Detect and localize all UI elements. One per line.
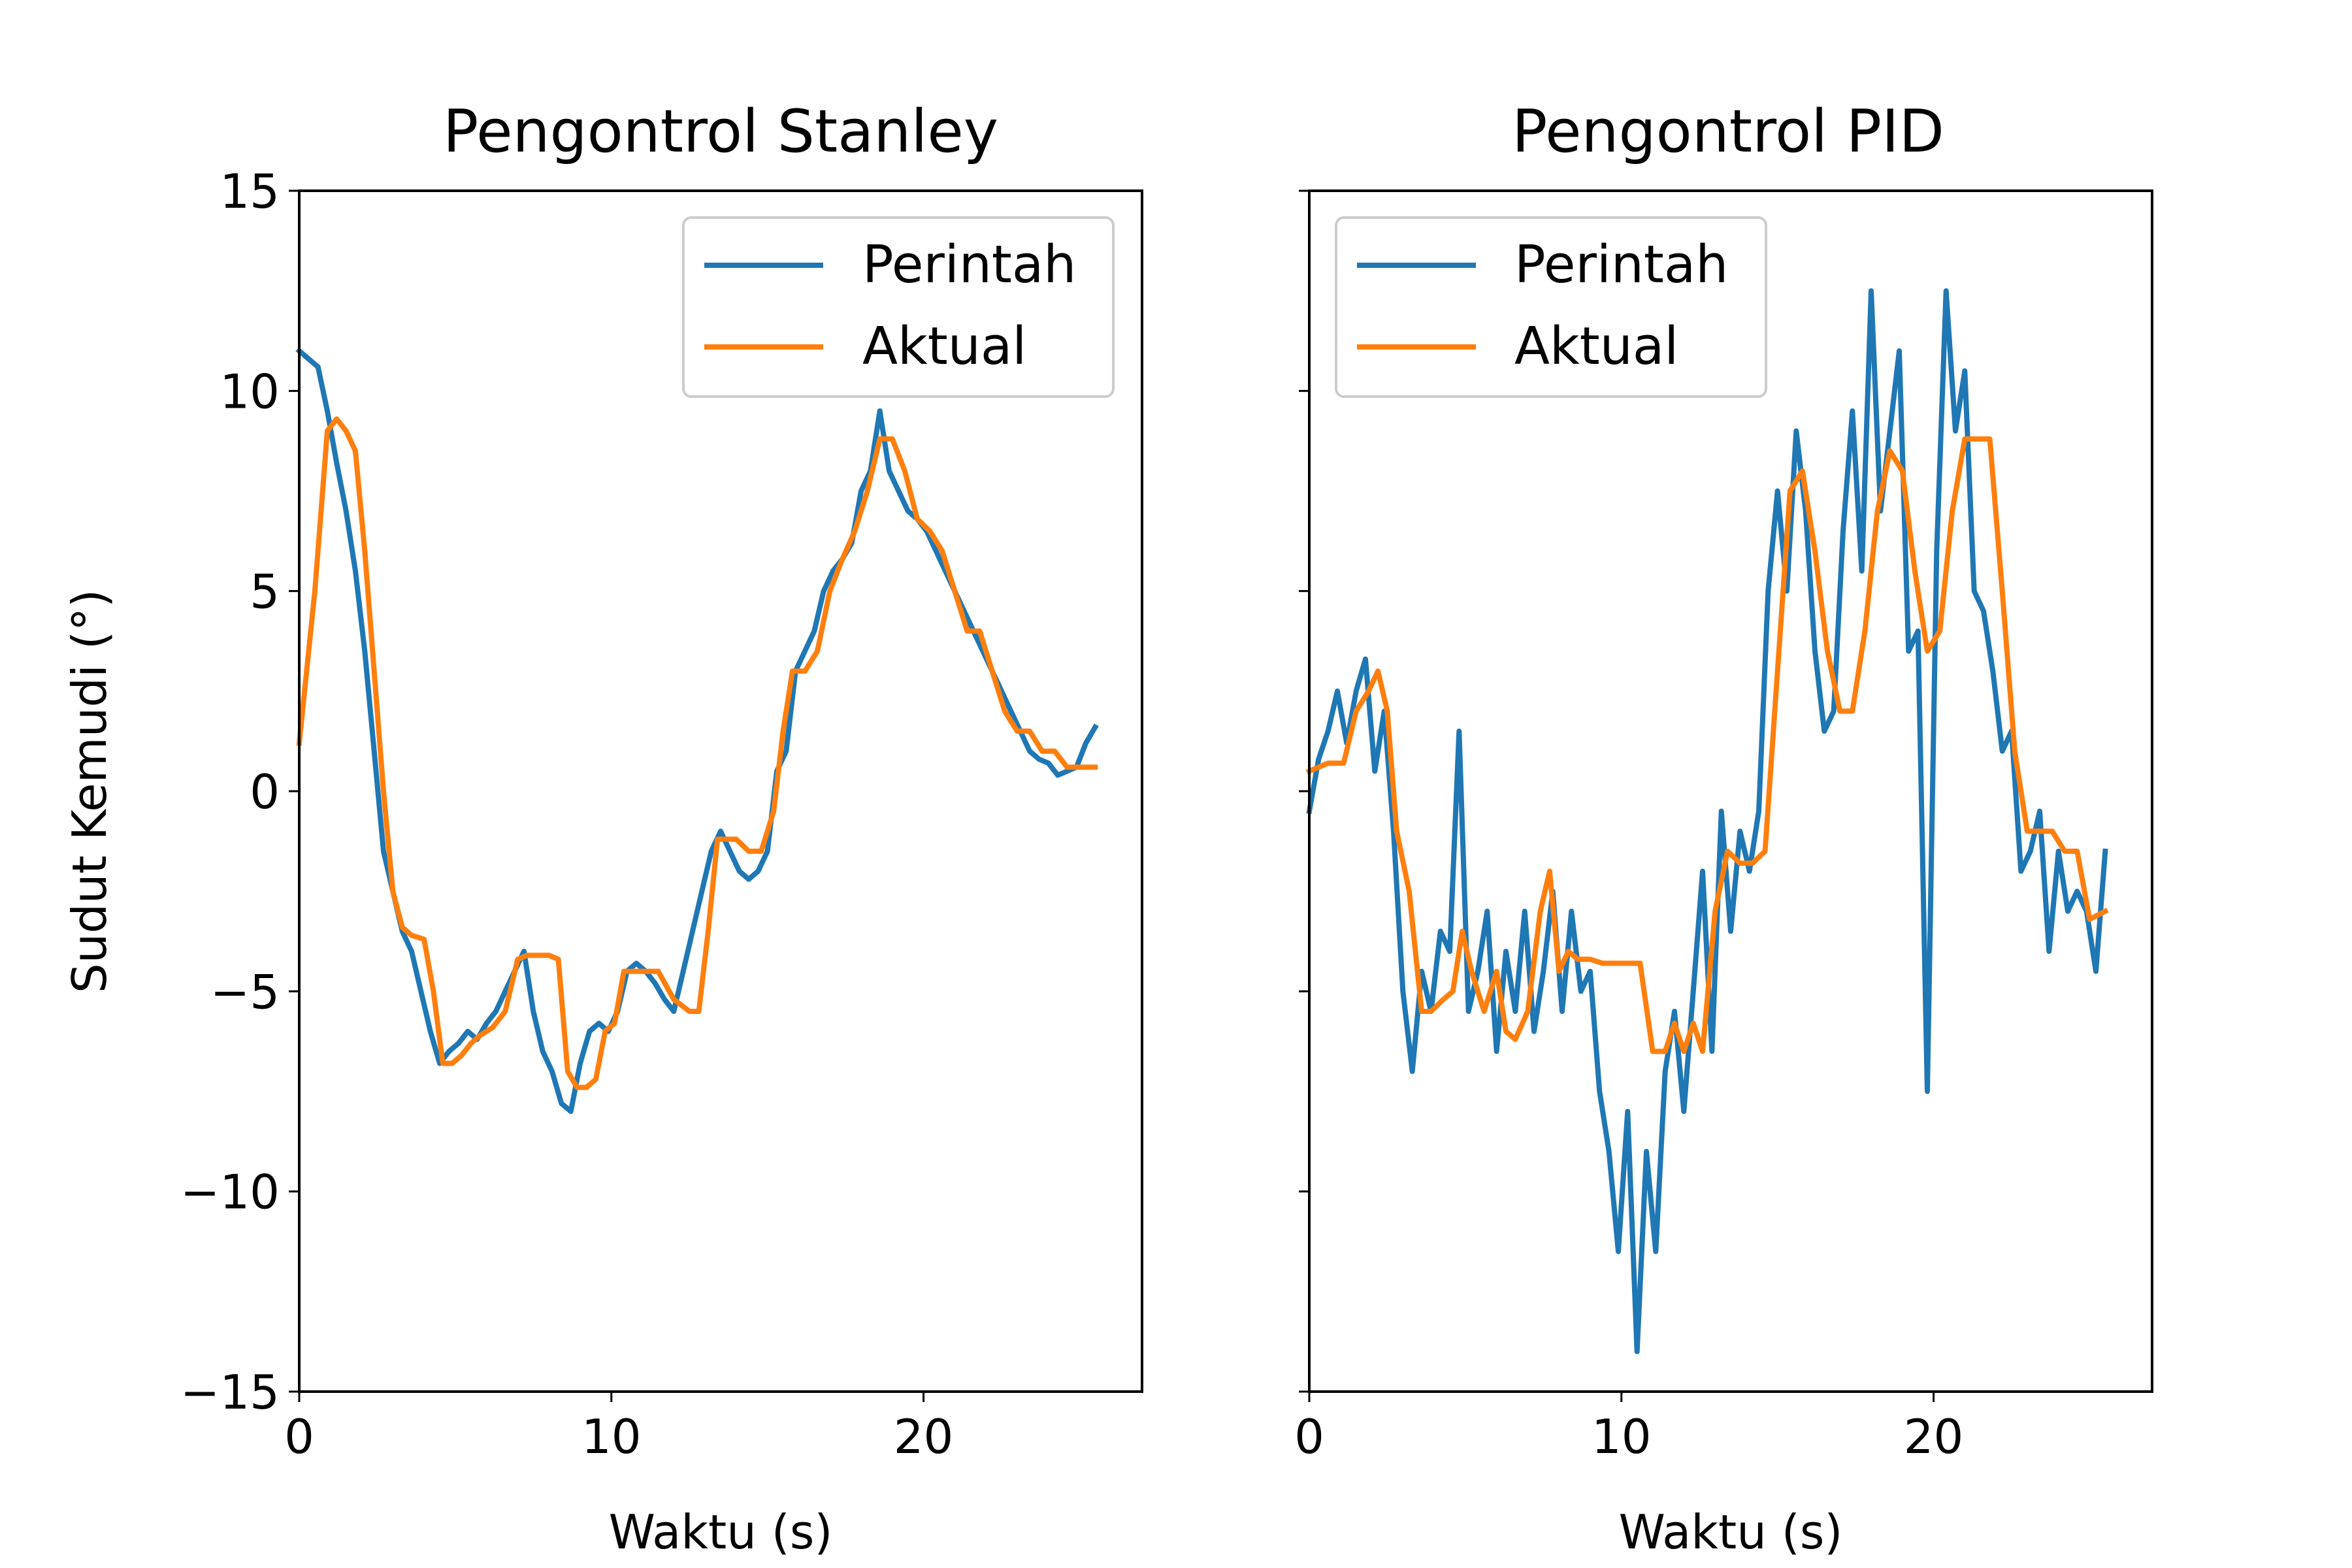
legend-box	[682, 216, 1115, 398]
x-tick-label: 20	[894, 1409, 954, 1464]
y-tick-label: −10	[180, 1165, 280, 1220]
x-tick-label: 0	[1294, 1409, 1324, 1464]
legend-box	[1335, 216, 1767, 398]
y-tick-label: −5	[210, 964, 280, 1019]
y-tick-label: 0	[250, 764, 280, 819]
y-axis-label: Sudut Kemudi (°)	[62, 589, 117, 993]
chart-panel-pid: Pengontrol PID 0 10 20 Waktu (s) Perintah …	[1294, 97, 2153, 1560]
x-axis-ticks: 0 10 20	[1294, 1392, 1963, 1464]
y-tick-label: 10	[220, 364, 280, 419]
series-line-perintah	[295, 347, 1099, 1115]
chart-panel-stanley: Pengontrol Stanley 0 10 20 151050−5−10−15 …	[62, 97, 1143, 1560]
y-axis-ticks	[1299, 189, 1309, 1393]
chart-title: Pengontrol Stanley	[443, 97, 998, 166]
axes-frame	[1308, 189, 2153, 1393]
y-tick-label: 15	[220, 164, 280, 219]
series-line-aktual	[1305, 436, 2109, 1054]
legend: Perintah Aktual	[682, 216, 1115, 398]
axes-frame	[298, 189, 1143, 1393]
chart-title: Pengontrol PID	[1512, 97, 1944, 166]
plot-area	[1305, 288, 2109, 1354]
y-axis-ticks: 15 10 5 0 −5 −10 −15	[180, 164, 299, 1420]
y-tick-label: −15	[180, 1365, 280, 1420]
x-tick-label: 20	[1904, 1409, 1964, 1464]
legend-label-aktual: Aktual	[1514, 316, 1678, 376]
x-tick-label: 10	[581, 1409, 642, 1464]
plot-area	[295, 347, 1099, 1115]
y-tick-label: 5	[250, 564, 280, 619]
x-axis-ticks: 0 10 20	[284, 1392, 953, 1464]
legend-label-perintah: Perintah	[862, 235, 1076, 295]
x-axis-label: Waktu (s)	[1619, 1505, 1843, 1560]
legend-label-perintah: Perintah	[1514, 235, 1728, 295]
x-tick-label: 0	[284, 1409, 314, 1464]
x-axis-label: Waktu (s)	[609, 1505, 833, 1560]
x-tick-label: 10	[1592, 1409, 1652, 1464]
legend: Perintah Aktual	[1335, 216, 1767, 398]
legend-label-aktual: Aktual	[862, 316, 1026, 376]
series-line-perintah	[1306, 288, 2108, 1354]
series-line-aktual	[296, 416, 1098, 1090]
